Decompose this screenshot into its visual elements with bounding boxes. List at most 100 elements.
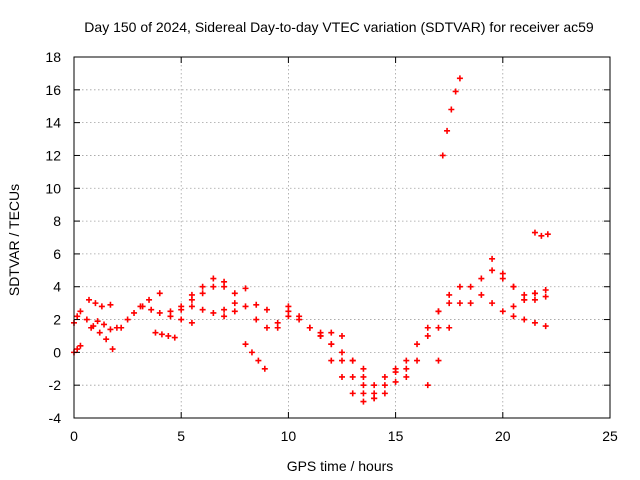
data-point-arc-6-1 bbox=[124, 316, 131, 323]
data-point-arc-26-5 bbox=[531, 296, 538, 303]
data-point-arc-5-3 bbox=[107, 326, 114, 333]
data-point-arc-19-4 bbox=[371, 390, 378, 397]
data-point-arc-25-0 bbox=[439, 152, 446, 159]
data-point-arc-5-1 bbox=[94, 318, 101, 325]
data-point-arc-22-3 bbox=[435, 308, 442, 315]
data-point-arc-6-2 bbox=[131, 309, 138, 316]
data-point-arc-26-1 bbox=[489, 267, 496, 274]
data-point-arc-12-0 bbox=[221, 313, 228, 320]
data-point-arc-12-2 bbox=[242, 303, 249, 310]
data-point-arc-16-1 bbox=[296, 313, 303, 320]
data-point-arc-11-4 bbox=[221, 306, 228, 313]
y-tick-label-2: 2 bbox=[53, 312, 61, 328]
data-point-arc-25-4 bbox=[456, 75, 463, 82]
data-point-arc-3-3 bbox=[107, 301, 114, 308]
data-point-arc-28-0 bbox=[467, 283, 474, 290]
data-point-arc-20-1 bbox=[371, 382, 378, 389]
data-point-arc-24-2 bbox=[456, 283, 463, 290]
data-point-arc-7-1 bbox=[148, 306, 155, 313]
data-point-arc-8-1 bbox=[158, 331, 165, 338]
x-tick-label-10: 10 bbox=[281, 428, 297, 444]
data-point-arc-9-3 bbox=[199, 290, 206, 297]
data-point-arc-23-3 bbox=[456, 300, 463, 307]
data-point-arc-3-2 bbox=[98, 303, 105, 310]
data-point-arc-19-2 bbox=[349, 390, 356, 397]
y-tick-label--2: -2 bbox=[49, 377, 62, 393]
data-point-arc-30-1 bbox=[538, 232, 545, 239]
data-point-arc-28-2 bbox=[489, 300, 496, 307]
data-point-arc-17-4 bbox=[360, 390, 367, 397]
data-point-arc-19-5 bbox=[381, 382, 388, 389]
data-point-arc-23-2 bbox=[446, 324, 453, 331]
data-point-arc-7-5 bbox=[188, 319, 195, 326]
data-point-arc-16-7 bbox=[360, 365, 367, 372]
data-point-arc-29-3 bbox=[542, 287, 549, 294]
data-point-arc-10-4 bbox=[231, 290, 238, 297]
data-point-arc-21-1 bbox=[403, 373, 410, 380]
data-point-arc-21-0 bbox=[392, 365, 399, 372]
data-point-arc-22-4 bbox=[446, 291, 453, 298]
y-tick-label-14: 14 bbox=[45, 115, 61, 131]
data-point-arc-6-4 bbox=[146, 296, 153, 303]
data-point-arc-16-0 bbox=[285, 303, 292, 310]
data-point-arc-19-3 bbox=[360, 398, 367, 405]
data-point-arc-1-2 bbox=[77, 308, 84, 315]
data-point-arc-27-2 bbox=[510, 283, 517, 290]
data-point-arc-20-4 bbox=[403, 365, 410, 372]
data-points bbox=[71, 75, 551, 405]
data-point-arc-18-0 bbox=[339, 332, 345, 339]
data-point-arc-24-1 bbox=[446, 300, 453, 307]
data-point-arc-17-1 bbox=[328, 341, 335, 348]
data-point-arc-21-2 bbox=[414, 357, 421, 364]
data-point-arc-9-0 bbox=[167, 308, 174, 315]
data-point-arc-17-2 bbox=[339, 357, 345, 364]
x-tick-label-25: 25 bbox=[602, 428, 618, 444]
data-point-arc-13-1 bbox=[248, 349, 255, 356]
data-point-arc-13-0 bbox=[242, 341, 249, 348]
data-point-arc-28-6 bbox=[531, 319, 538, 326]
y-tick-label-18: 18 bbox=[45, 49, 61, 65]
data-point-arc-15-0 bbox=[274, 324, 281, 331]
y-tick-label-0: 0 bbox=[53, 344, 61, 360]
data-point-arc-18-1 bbox=[349, 357, 356, 364]
x-tick-label-20: 20 bbox=[495, 428, 511, 444]
data-point-arc-28-7 bbox=[542, 323, 549, 330]
x-tick-label-15: 15 bbox=[388, 428, 404, 444]
data-point-arc-17-0 bbox=[317, 329, 324, 336]
data-point-arc-10-0 bbox=[188, 291, 195, 298]
data-point-arc-29-0 bbox=[510, 303, 517, 310]
data-point-arc-15-5 bbox=[328, 329, 335, 336]
axes: 0 5 10 15 20 25 -4 -2 0 2 4 6 8 10 12 14 16 18 bbox=[45, 49, 618, 444]
data-point-arc-29-1 bbox=[521, 296, 528, 303]
data-point-arc-14-0 bbox=[253, 316, 260, 323]
data-point-arc-12-4 bbox=[263, 306, 270, 313]
x-tick-label-5: 5 bbox=[177, 428, 185, 444]
y-axis-label: SDTVAR / TECUs bbox=[6, 184, 22, 296]
data-point-arc-8-0 bbox=[152, 329, 159, 336]
data-point-arc-16-5 bbox=[339, 349, 345, 356]
data-point-arc-20-2 bbox=[381, 373, 388, 380]
plot-frame bbox=[73, 56, 611, 419]
data-point-arc-26-0 bbox=[478, 275, 485, 282]
data-point-arc-9-4 bbox=[210, 283, 217, 290]
data-point-arc-11-0 bbox=[178, 306, 185, 313]
data-point-arc-21-3 bbox=[424, 332, 431, 339]
data-point-arc-10-3 bbox=[221, 283, 228, 290]
data-point-arc-23-0 bbox=[424, 382, 431, 389]
data-point-arc-13-3 bbox=[261, 365, 268, 372]
data-point-arc-26-6 bbox=[542, 293, 549, 300]
y-tick-label-8: 8 bbox=[53, 213, 61, 229]
data-point-arc-19-1 bbox=[339, 373, 345, 380]
y-tick-label-6: 6 bbox=[53, 246, 61, 262]
data-point-arc-3-1 bbox=[92, 300, 99, 307]
data-point-arc-24-0 bbox=[435, 324, 442, 331]
data-point-arc-18-4 bbox=[381, 390, 388, 397]
data-point-arc-7-4 bbox=[178, 316, 185, 323]
data-point-arc-27-0 bbox=[489, 255, 496, 262]
data-point-arc-28-3 bbox=[499, 308, 506, 315]
data-point-arc-10-1 bbox=[199, 283, 206, 290]
data-point-arc-25-1 bbox=[444, 127, 451, 134]
data-point-arc-1-1 bbox=[74, 313, 81, 320]
data-point-arc-7-0 bbox=[139, 303, 146, 310]
